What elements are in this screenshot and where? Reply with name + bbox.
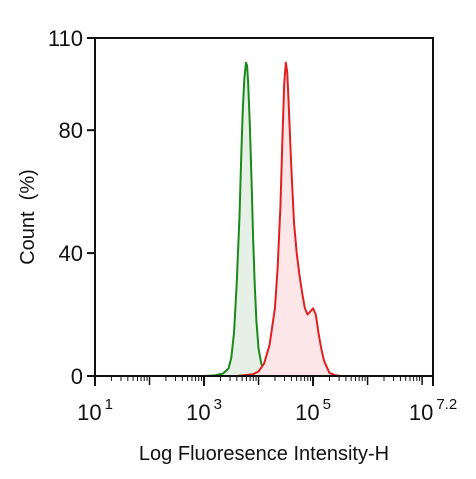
y-tick-label: 80 [59, 118, 83, 143]
x-axis-ticks [94, 376, 434, 386]
y-tick-label: 40 [59, 241, 83, 266]
x-axis-title: Log Fluoresence Intensity-H [139, 443, 389, 465]
x-axis-minor-ticks [110, 376, 423, 385]
series-layer [203, 61, 341, 377]
y-axis-ticks [87, 37, 95, 377]
x-tick-label: 10 1 [77, 396, 113, 425]
x-axis-tick-labels: 10 1 10 3 10 5 10 7.2 [77, 396, 457, 425]
x-tick-label: 10 3 [186, 396, 222, 425]
series-2-area [236, 62, 341, 376]
plot-frame [94, 37, 434, 377]
y-axis-tick-labels: 0 40 80 110 [48, 26, 83, 389]
x-tick-label: 10 5 [295, 396, 331, 425]
y-tick-label: 110 [48, 26, 83, 51]
y-axis-title: Count (%) [17, 169, 39, 265]
series-2-line [236, 61, 341, 377]
y-tick-label: 0 [71, 364, 83, 389]
series-1-line [203, 61, 276, 377]
x-tick-label: 10 7.2 [409, 396, 457, 425]
